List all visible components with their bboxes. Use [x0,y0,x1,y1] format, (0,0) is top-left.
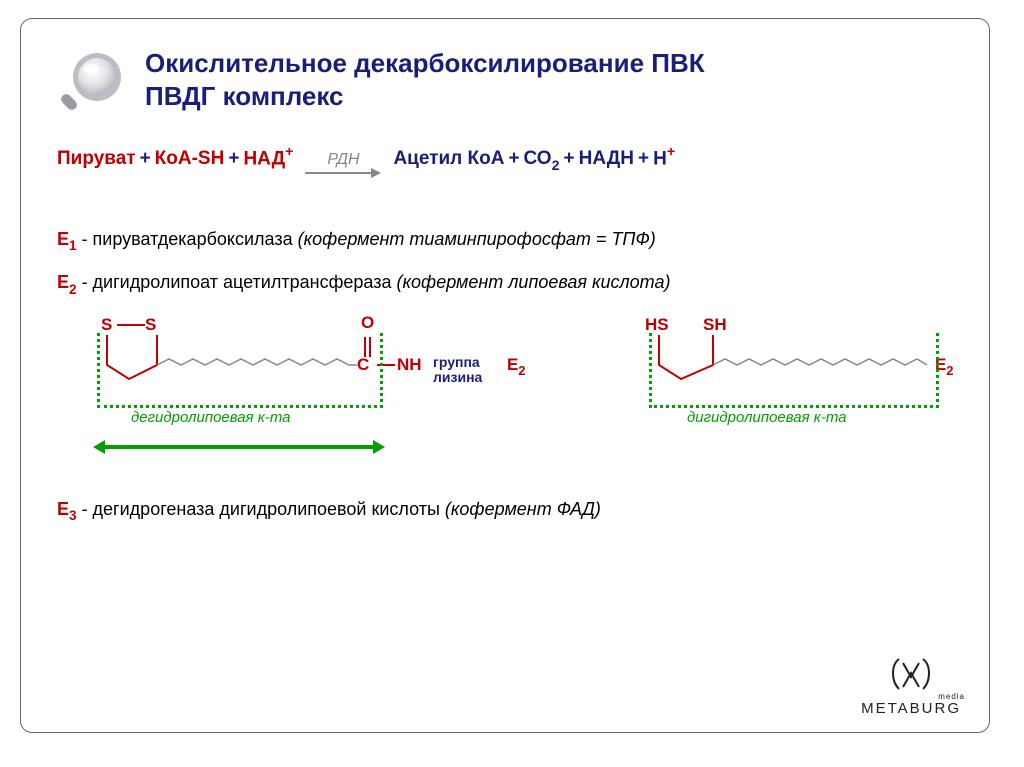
eq-plus-4: + [564,148,575,170]
slide-frame: Окислительное декарбоксилирование ПВК ПВ… [20,18,990,733]
left-bracket [97,333,383,408]
right-structure: HS SH Е2 дигидролипоевая к-та [617,309,977,449]
left-NH: NH [397,355,422,375]
enzyme-e3: Е3 - дегидрогеназа дигидролипоевой кисло… [57,499,953,523]
lipoate-diagram: S S O C NH группа лизина [57,309,953,479]
enzyme-e1: Е1 - пируватдекарбоксилаза (кофермент ти… [57,224,953,258]
eq-arrow-label: РДН [327,153,359,167]
eq-nadh: НАДН [579,148,634,170]
eq-plus-2: + [228,148,239,170]
enzyme-e2: Е2 - дигидролипоат ацетилтрансфераза (ко… [57,267,953,301]
eq-arrow: РДН [305,153,381,177]
right-bracket-label: дигидролипоевая к-та [687,409,847,426]
left-lysine-label: группа лизина [433,355,482,386]
logo-side: media [938,692,965,701]
left-double-arrow [93,445,385,449]
eq-plus-3: + [508,148,519,170]
eq-nad: НАД+ [243,145,293,170]
header: Окислительное декарбоксилирование ПВК ПВ… [57,47,953,119]
eq-plus-1: + [140,148,151,170]
eq-co2: СО2 [524,148,560,173]
left-structure: S S O C NH группа лизина [57,309,577,479]
left-O: O [361,313,374,333]
logo-text: METABURG [861,700,961,717]
eq-plus-5: + [638,148,649,170]
eq-h: Н+ [653,145,675,170]
metaburg-logo: METABURG media [861,653,961,718]
left-bracket-label: дегидролипоевая к-та [131,409,291,426]
magnifier-icon [57,47,129,119]
overall-equation: Пируват + КоА-SH + НАД+ РДН Ацетил КоА +… [57,145,953,178]
right-bracket [649,333,939,408]
enzyme-list: Е1 - пируватдекарбоксилаза (кофермент ти… [57,224,953,301]
left-E2: Е2 [507,355,525,377]
title-block: Окислительное декарбоксилирование ПВК ПВ… [145,47,953,112]
title-line-2: ПВДГ комплекс [145,80,953,113]
title-line-1: Окислительное декарбоксилирование ПВК [145,47,953,80]
eq-coash: КоА-SH [155,148,225,170]
eq-pyruvate: Пируват [57,148,136,170]
eq-acetylcoa: Ацетил КоА [393,148,504,170]
